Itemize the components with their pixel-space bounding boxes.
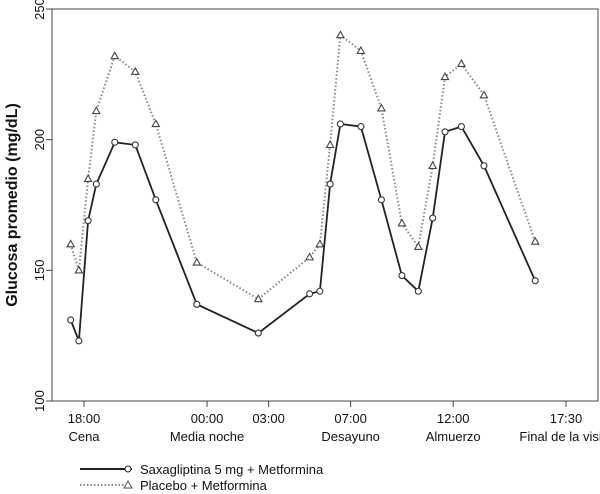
y-tick-label: 200 (32, 129, 47, 151)
data-point-triangle (74, 265, 84, 274)
data-point-triangle (413, 241, 423, 250)
data-point-circle (131, 141, 139, 149)
data-point-triangle (151, 119, 161, 128)
data-point-circle (326, 180, 334, 188)
data-point-circle (531, 277, 539, 285)
data-point-circle (306, 290, 314, 298)
y-axis: 100 150 200 250 (32, 0, 52, 412)
data-point-triangle (376, 103, 386, 112)
data-point-triangle (456, 58, 466, 68)
data-point-triangle (440, 72, 450, 81)
x-tick-label: Almuerzo (426, 429, 481, 444)
legend-swatch-solid-circle (80, 465, 132, 473)
legend-label: Placebo + Metformina (140, 477, 267, 493)
y-tick-label: 100 (32, 390, 47, 412)
x-tick-label: Media noche (170, 429, 244, 444)
y-axis-title: Glucosa promedio (mg/dL) (4, 103, 21, 307)
data-point-circle (111, 138, 119, 146)
data-point-triangle (305, 252, 315, 261)
data-point-triangle (315, 239, 325, 248)
x-tick-label: Cena (68, 429, 100, 444)
chart: 100 150 200 250 18:00 Cena 00:00 Media noche 03… (4, 0, 600, 444)
x-tick-label: Final de la visita (519, 429, 600, 444)
data-point-triangle (91, 105, 101, 115)
x-tick-label: Desayuno (321, 429, 380, 444)
legend-item-saxagliptina: Saxagliptina 5 mg + Metformina (78, 461, 323, 477)
data-point-circle (414, 287, 422, 295)
x-tick-time: 03:00 (252, 411, 285, 426)
data-point-circle (316, 287, 324, 295)
x-tick-time: 17:30 (550, 411, 583, 426)
legend-item-placebo: Placebo + Metformina (78, 477, 267, 493)
series-line-1 (69, 33, 537, 301)
y-tick-label: 250 (32, 0, 47, 20)
data-point-circle (357, 123, 365, 131)
data-point-circle (429, 214, 437, 222)
data-point-circle (336, 120, 344, 128)
data-point-circle (75, 337, 83, 345)
data-point-circle (398, 272, 406, 280)
data-point-circle (480, 162, 488, 170)
data-point-triangle (479, 90, 489, 99)
data-point-triangle (356, 45, 366, 54)
data-point-circle (84, 217, 92, 225)
plot-frame (51, 8, 599, 402)
data-point-triangle (530, 236, 540, 245)
data-point-circle (67, 316, 75, 324)
data-point-circle (92, 180, 100, 188)
x-tick-time: 12:00 (437, 411, 470, 426)
x-tick-time: 07:00 (334, 411, 367, 426)
series-line-0 (69, 122, 537, 342)
data-point-triangle (428, 160, 438, 169)
data-point-triangle (325, 139, 335, 149)
data-point-triangle (110, 51, 120, 60)
x-tick-time: 00:00 (191, 411, 224, 426)
data-point-circle (152, 196, 160, 204)
data-point-circle (254, 329, 262, 337)
x-tick-time: 18:00 (68, 411, 101, 426)
x-axis: 18:00 Cena 00:00 Media noche 03:00 07:00 Desay… (68, 401, 600, 444)
y-tick-label: 150 (32, 259, 47, 281)
data-point-circle (193, 300, 201, 308)
data-point-triangle (335, 30, 345, 39)
data-point-triangle (130, 66, 140, 75)
series-layer (66, 30, 540, 345)
data-point-triangle (192, 257, 202, 266)
data-point-triangle (253, 294, 263, 303)
data-point-triangle (397, 218, 407, 227)
legend-swatch-dotted-triangle (80, 479, 133, 489)
data-point-circle (377, 196, 385, 204)
data-point-circle (457, 123, 465, 131)
data-point-circle (441, 128, 449, 136)
data-point-triangle (66, 239, 76, 248)
data-point-triangle (83, 173, 93, 183)
legend-label: Saxagliptina 5 mg + Metformina (140, 461, 324, 477)
legend: Saxagliptina 5 mg + Metformina Placebo +… (78, 458, 378, 494)
